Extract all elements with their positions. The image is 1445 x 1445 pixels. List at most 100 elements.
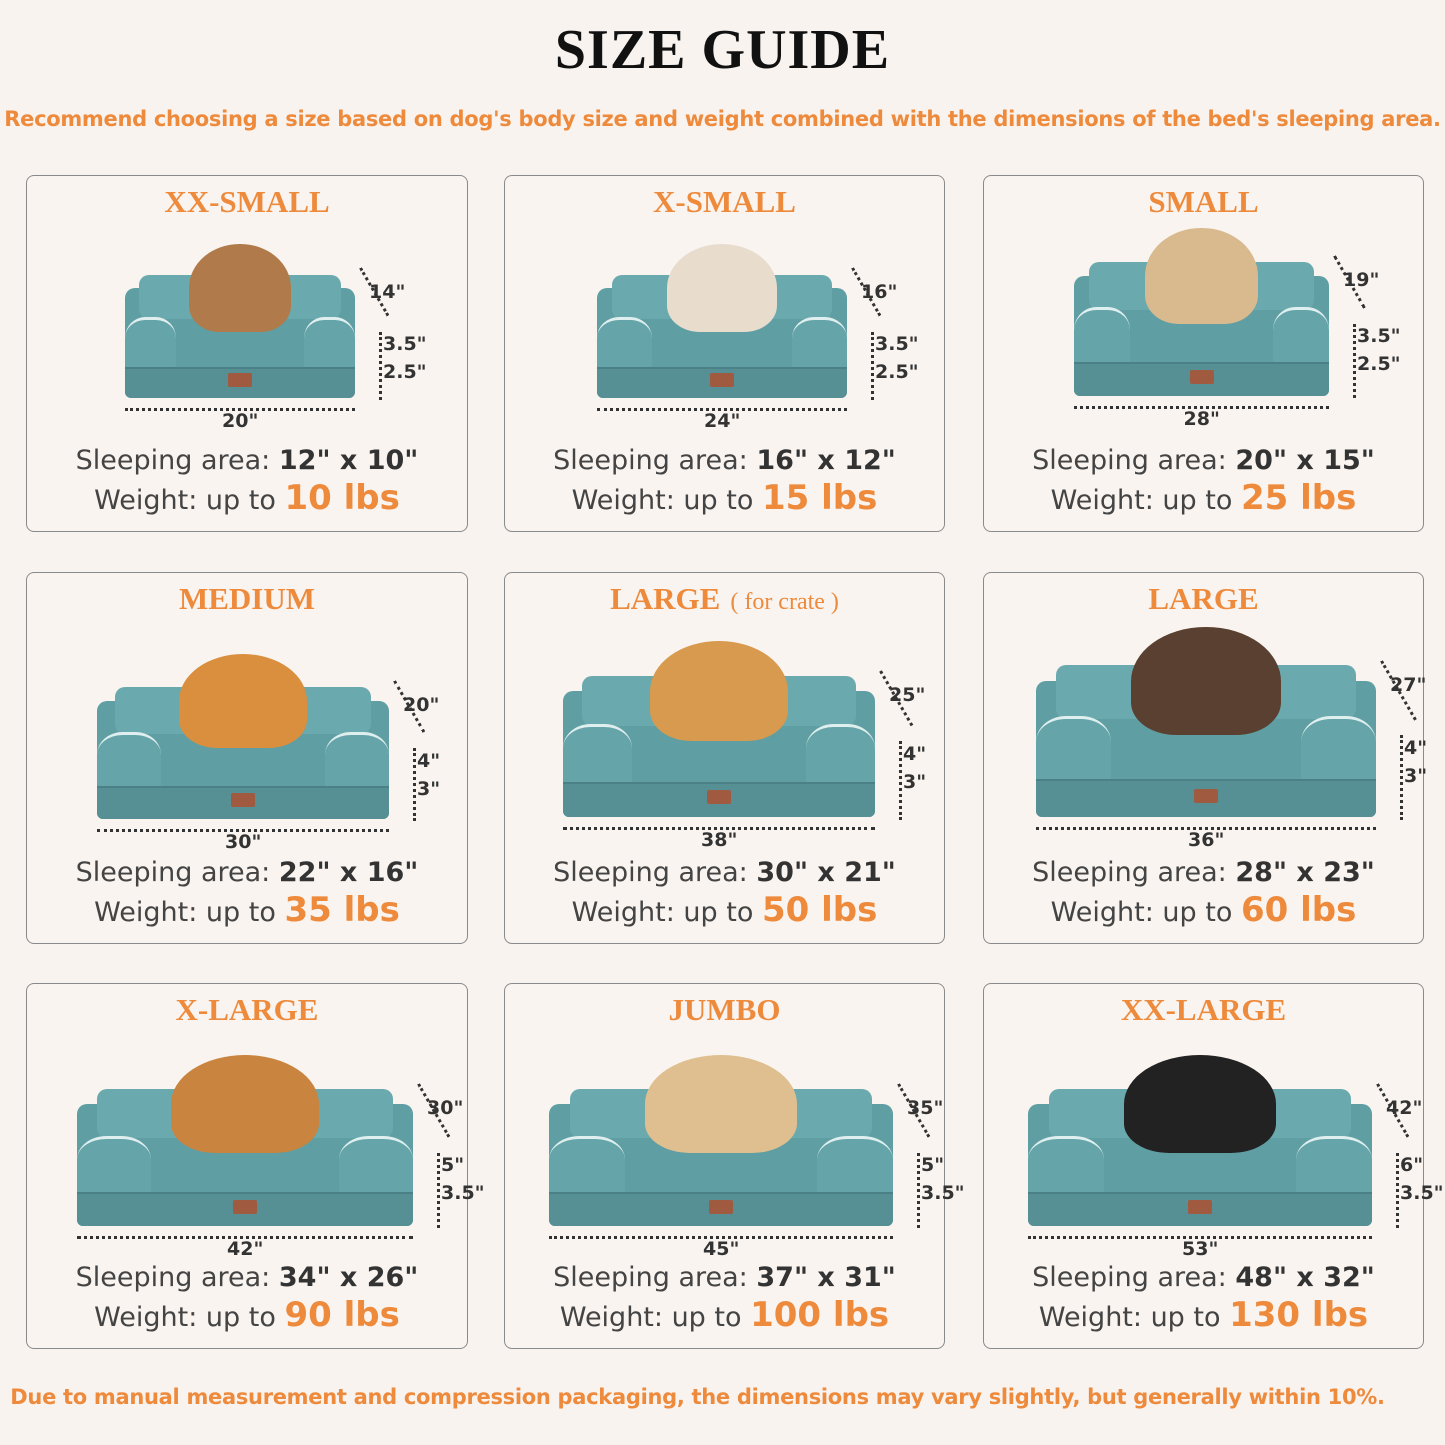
- bolster-height: 5": [441, 1154, 465, 1176]
- length-dimension: 24": [704, 410, 741, 432]
- bed-right-bolster: [817, 1135, 893, 1195]
- base-height: 2.5": [383, 361, 427, 383]
- page-subtitle: Recommend choosing a size based on dog's…: [4, 107, 1441, 131]
- width-dimension: 20": [403, 694, 440, 716]
- sleeping-area-label: Sleeping area:: [1032, 857, 1227, 888]
- base-height: 2.5": [875, 361, 919, 383]
- size-card: MEDIUM 30" 20" 4" 3" Sleeping area: 22" …: [26, 572, 468, 944]
- weight-label: Weight: up to: [559, 1302, 742, 1333]
- weight-limit: Weight: up to 50 lbs: [505, 891, 944, 932]
- sleeping-area-value: 20" x 15": [1235, 445, 1375, 476]
- width-dimension: 35": [907, 1097, 944, 1119]
- weight-limit: Weight: up to 100 lbs: [505, 1296, 944, 1337]
- size-name-text: X-SMALL: [653, 184, 796, 219]
- pet-image: [178, 653, 308, 749]
- sleeping-area-label: Sleeping area:: [1032, 445, 1227, 476]
- size-name: SMALL: [984, 184, 1423, 220]
- size-card: XX-LARGE 53" 42" 6" 3.5" Sleeping area: …: [983, 983, 1444, 1349]
- size-name-text: LARGE: [1148, 581, 1259, 616]
- sleeping-area: Sleeping area: 12" x 10": [27, 445, 467, 477]
- sleeping-area: Sleeping area: 16" x 12": [505, 445, 944, 477]
- length-dimension: 38": [701, 829, 738, 851]
- weight-value: 130 lbs: [1229, 1295, 1369, 1335]
- weight-limit: Weight: up to 15 lbs: [505, 479, 944, 520]
- weight-label: Weight: up to: [94, 1302, 276, 1333]
- base-height: 3": [417, 778, 441, 800]
- weight-value: 100 lbs: [750, 1295, 890, 1335]
- size-name: X-LARGE: [27, 992, 467, 1028]
- sleeping-area-label: Sleeping area:: [553, 445, 748, 476]
- length-dimension-line: [563, 827, 875, 830]
- weight-limit: Weight: up to 10 lbs: [27, 479, 467, 520]
- length-dimension: 36": [1188, 829, 1225, 851]
- length-dimension: 28": [1183, 408, 1220, 430]
- bed-image: [597, 244, 847, 398]
- height-dimension-line: [1400, 735, 1403, 820]
- width-dimension: 27": [1390, 674, 1427, 696]
- weight-value: 60 lbs: [1240, 890, 1357, 930]
- width-dimension: 16": [861, 281, 898, 303]
- size-card: SMALL 28" 19" 3.5" 2.5" Sleeping area: 2…: [983, 175, 1424, 532]
- sleeping-area: Sleeping area: 28" x 23": [984, 857, 1423, 889]
- pet-image: [1131, 626, 1281, 736]
- sleeping-area-value: 30" x 21": [756, 857, 896, 888]
- brand-tag: [231, 793, 255, 808]
- size-name-text: X-LARGE: [175, 992, 319, 1027]
- width-dimension: 30": [427, 1097, 464, 1119]
- size-card: XX-SMALL 20" 14" 3.5" 2.5" Sleeping area…: [26, 175, 468, 532]
- size-card: X-LARGE 42" 30" 5" 3.5" Sleeping area: 3…: [26, 983, 485, 1349]
- brand-tag: [233, 1199, 257, 1214]
- bed-right-bolster: [792, 316, 847, 370]
- length-dimension: 45": [703, 1238, 740, 1260]
- sleeping-area-label: Sleeping area:: [553, 1262, 748, 1293]
- base-height: 3": [1404, 765, 1428, 787]
- brand-tag: [710, 373, 734, 387]
- size-card: JUMBO 45" 35" 5" 3.5" Sleeping area: 37"…: [504, 983, 965, 1349]
- weight-value: 10 lbs: [284, 478, 400, 518]
- brand-tag: [228, 373, 252, 387]
- size-name: LARGE ( for crate ): [505, 581, 944, 620]
- brand-tag: [707, 790, 731, 805]
- sleeping-area: Sleeping area: 37" x 31": [505, 1262, 944, 1294]
- sleeping-area: Sleeping area: 30" x 21": [505, 857, 944, 889]
- width-dimension: 19": [1343, 269, 1380, 291]
- sleeping-area-label: Sleeping area:: [553, 857, 748, 888]
- bed-right-bolster: [1272, 307, 1329, 365]
- pet-image: [645, 1055, 797, 1153]
- bed-right-bolster: [304, 316, 355, 370]
- weight-label: Weight: up to: [94, 897, 276, 928]
- size-name: XX-LARGE: [984, 992, 1423, 1028]
- height-dimension-line: [871, 332, 874, 401]
- bed-right-bolster: [1301, 716, 1376, 782]
- length-dimension: 42": [227, 1238, 264, 1260]
- base-height: 3.5": [1400, 1182, 1444, 1204]
- length-dimension-line: [597, 408, 847, 411]
- bed-right-bolster: [324, 731, 389, 789]
- brand-tag: [709, 1199, 733, 1214]
- bed-left-bolster: [1074, 307, 1131, 365]
- base-height: 3.5": [921, 1182, 965, 1204]
- size-name: XX-SMALL: [27, 184, 467, 220]
- sleeping-area: Sleeping area: 20" x 15": [984, 445, 1423, 477]
- length-dimension-line: [549, 1236, 893, 1239]
- size-name-text: SMALL: [1148, 184, 1259, 219]
- pet-image: [667, 244, 777, 332]
- bolster-height: 4": [903, 743, 927, 765]
- weight-value: 35 lbs: [284, 890, 400, 930]
- height-dimension-line: [1396, 1152, 1399, 1229]
- height-dimension-line: [917, 1152, 920, 1229]
- bed-image: [549, 1055, 893, 1226]
- length-dimension-line: [97, 829, 389, 832]
- width-dimension: 42": [1386, 1097, 1423, 1119]
- weight-limit: Weight: up to 25 lbs: [984, 479, 1423, 520]
- height-dimension-line: [437, 1152, 440, 1229]
- bed-image: [97, 653, 389, 819]
- length-dimension-line: [1074, 406, 1329, 409]
- size-name-text: LARGE: [610, 581, 721, 616]
- size-name-text: XX-SMALL: [164, 184, 330, 219]
- bed-image: [77, 1055, 413, 1226]
- length-dimension-line: [1036, 827, 1376, 830]
- sleeping-area-value: 34" x 26": [278, 1262, 419, 1293]
- base-height: 3": [903, 771, 927, 793]
- height-dimension-line: [379, 332, 382, 401]
